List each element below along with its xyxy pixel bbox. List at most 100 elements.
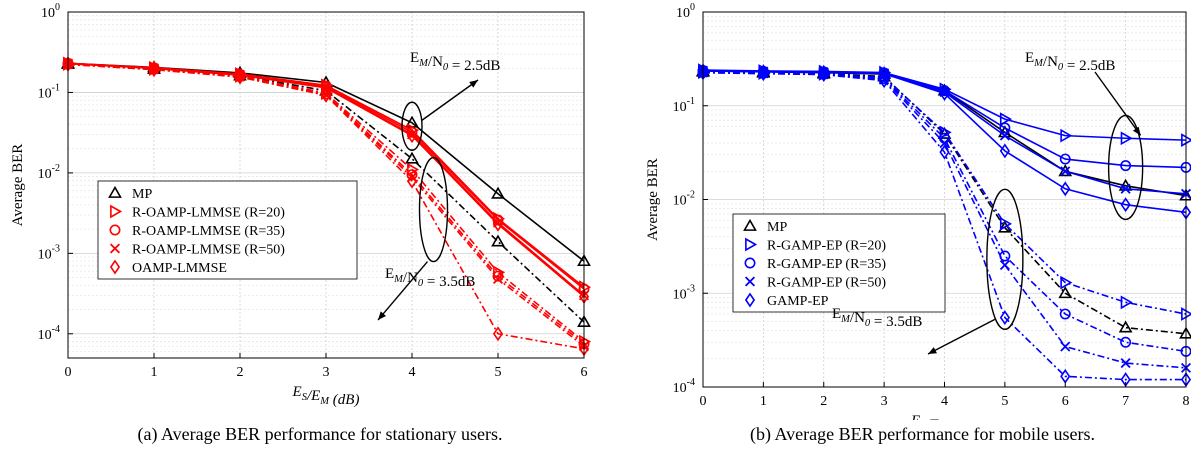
series-line [67,63,585,350]
annotations: EM/N0 = 2.5dB EM/N0 = 3.5dB [377,50,500,321]
data-point [1058,286,1073,299]
legend-entry: R-GAMP-EP (R=35) [767,257,886,272]
data-point [1118,320,1133,333]
data-point [744,257,756,269]
data-point [109,259,121,275]
legend-entry: MP [767,220,787,235]
legend: MP R-OAMP-LMMSE (R=20) R-OAMP-LMMSE (R=35)… [97,180,358,280]
x-tick-label: 5 [495,365,502,380]
x-tick-label: 0 [65,365,72,380]
data-point [1120,131,1133,146]
legend-entry: OAMP-LMMSE [132,261,227,276]
data-point [939,125,952,140]
annotation-label: EM/N0 = 2.5dB [410,50,500,74]
data-point [1120,160,1132,172]
legend-entry: R-GAMP-EP (R=50) [767,276,886,291]
chart-panel-a: 0 1 2 3 4 5 6 100 10-1 10-2 10-3 10-4 ES/EM (dB) Aver… [10,2,592,408]
data-point [491,186,505,199]
arrow-head [378,311,387,320]
data-point [405,151,419,164]
legend-box [97,180,358,280]
data-point [999,112,1012,127]
annotation-ellipse [418,156,449,263]
y-tick-label: 10-1 [38,82,60,101]
x-tick-label: 7 [1122,394,1129,409]
x-tick-label: 3 [323,365,330,380]
annotation-arrow [377,261,429,321]
data-point [406,128,418,144]
annotation-label: EM/N0 = 2.5dB [1025,50,1115,74]
annotation-label: EM/N0 = 3.5dB [832,306,922,330]
data-point [492,326,504,342]
data-point [109,243,121,254]
data-point [1060,166,1071,177]
y-axis-label: Average BER [10,144,26,227]
y-tick-label: 10-2 [673,190,695,209]
y-tick-label: 10-2 [38,163,60,182]
data-point [999,259,1010,271]
data-point [743,218,757,231]
x-tick-label: 4 [941,394,948,409]
legend-entry: R-OAMP-LMMSE (R=35) [132,224,285,239]
data-point [1181,133,1191,147]
data-point [1060,341,1071,352]
data-point [1059,153,1071,165]
data-point [320,87,332,103]
data-point [1181,307,1191,321]
arrow-head [1132,126,1141,136]
x-tick-label: 4 [409,365,416,380]
data-point [744,292,756,308]
arrow-head [469,80,478,88]
data-point [818,67,829,83]
legend-entry: MP [132,187,152,202]
annotation-ellipse [986,188,1024,331]
y-axis-label: Average BER [645,158,661,241]
data-point [999,216,1012,231]
data-point [1060,128,1073,143]
x-tick-label: 2 [237,365,244,380]
series-line [702,71,1186,381]
data-point [148,62,160,78]
x-axis-label: ES/EM (dB) [910,413,978,420]
x-tick-label: 0 [700,394,707,409]
annotation-ellipse [401,101,423,151]
data-point [879,73,890,89]
data-point [999,143,1010,159]
data-point [939,144,950,160]
x-tick-label: 5 [1001,394,1008,409]
x-axis-label: ES/EM (dB) [292,384,360,408]
data-point [1060,181,1071,197]
data-point [492,216,504,232]
legend-box [732,213,946,313]
series-line [702,69,1187,214]
data-point [1120,295,1133,310]
legend-entry: GAMP-EP [767,294,829,309]
data-point [110,204,123,219]
data-point [744,276,756,287]
data-point [492,273,504,285]
annotation-arrow [421,79,479,121]
legend-entry: R-OAMP-LMMSE (R=50) [132,243,285,258]
data-point [999,122,1011,134]
annotation-label: EM/N0 = 3.5dB [385,266,475,290]
data-point [939,138,950,149]
x-tick-label: 3 [881,394,888,409]
data-point [407,162,420,177]
data-point [745,237,758,252]
data-point [939,86,950,102]
data-point [999,310,1010,326]
legend: MP R-GAMP-EP (R=20) R-GAMP-EP (R=35) R-GAMP… [732,213,946,313]
annotation-arrow [927,318,996,355]
x-tick-label: 1 [760,394,767,409]
x-tick-label: 8 [1183,394,1190,409]
y-tick-label: 10-3 [673,283,695,302]
x-tick-label: 6 [581,365,588,380]
data-point [999,130,1010,141]
y-tick-label: 100 [41,2,60,21]
data-point [1120,197,1131,213]
data-point [108,185,122,198]
legend-entry: R-GAMP-EP (R=20) [767,239,886,254]
data-point [406,169,418,181]
figure-canvas: 0 1 2 3 4 5 6 100 10-1 10-2 10-3 10-4 ES/EM (dB) Aver… [10,2,1191,420]
y-tick-label: 100 [676,2,695,21]
